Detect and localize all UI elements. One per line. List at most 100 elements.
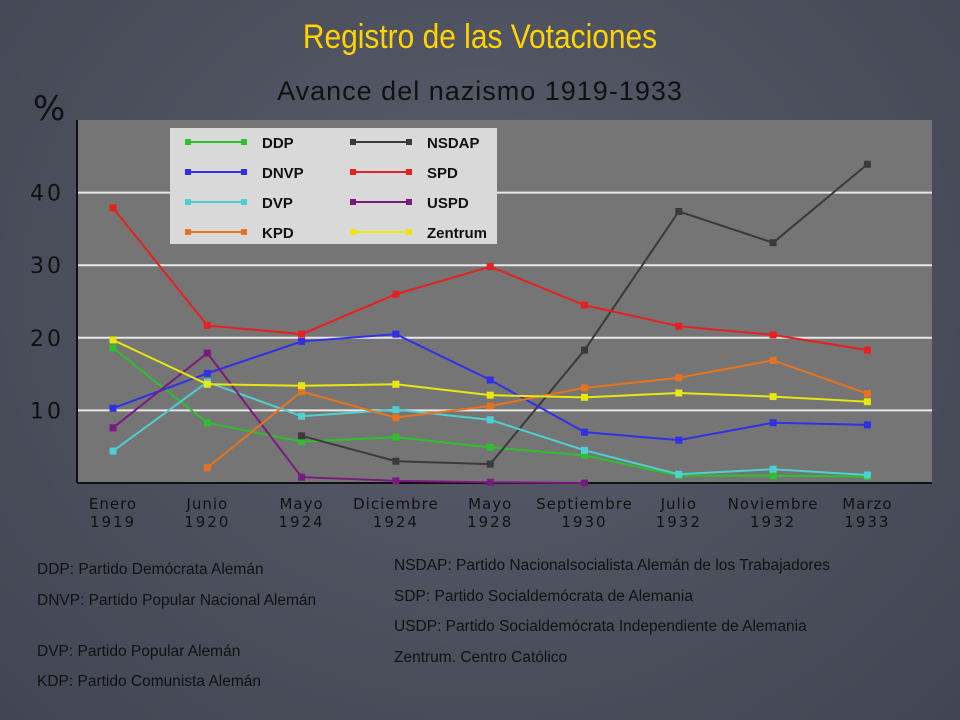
- x-tick-label: 1920: [184, 513, 230, 531]
- legend-swatch: [241, 229, 247, 235]
- data-point-kpd: [769, 356, 777, 364]
- data-point-nsdap: [392, 457, 400, 465]
- data-point-ddp: [581, 451, 588, 459]
- data-point-dnvp: [109, 404, 117, 412]
- y-tick-label: 30: [30, 254, 64, 279]
- glossary-ddp: DDP: Partido Demócrata Alemán: [37, 561, 264, 578]
- legend-swatch: [350, 229, 356, 235]
- x-tick-label: 1924: [373, 513, 419, 531]
- glossary-dnvp: DNVP: Partido Popular Nacional Alemán: [37, 592, 317, 609]
- data-point-spd: [109, 204, 117, 212]
- data-point-spd: [392, 290, 400, 298]
- y-axis-label: %: [33, 89, 65, 129]
- data-point-uspd: [486, 478, 494, 486]
- data-point-nsdap: [581, 346, 588, 354]
- legend-swatch: [350, 139, 356, 145]
- data-point-ddp: [392, 433, 400, 441]
- y-tick-label: 10: [30, 399, 64, 424]
- glossary-zentrum: Zentrum. Centro Católico: [394, 649, 568, 666]
- legend-label: Zentrum: [427, 225, 487, 242]
- data-point-zentrum: [769, 393, 777, 401]
- data-point-dvp: [392, 406, 400, 414]
- data-point-dvp: [675, 470, 683, 478]
- data-point-kpd: [675, 374, 683, 382]
- x-tick-label: Mayo: [279, 495, 323, 513]
- data-point-uspd: [298, 473, 306, 481]
- legend-swatch: [406, 199, 412, 205]
- glossary-kdp: KDP: Partido Comunista Alemán: [37, 673, 261, 690]
- data-point-uspd: [392, 477, 400, 485]
- data-point-dnvp: [203, 369, 211, 377]
- data-point-dvp: [109, 447, 117, 455]
- data-point-uspd: [203, 349, 211, 357]
- data-point-dnvp: [581, 428, 588, 436]
- x-tick-label: 1928: [467, 513, 513, 531]
- data-point-ddp: [298, 438, 306, 446]
- data-point-spd: [486, 263, 494, 271]
- data-point-uspd: [109, 424, 117, 432]
- legend-label: KPD: [262, 225, 294, 242]
- data-point-nsdap: [863, 160, 871, 168]
- data-point-ddp: [486, 443, 494, 451]
- legend-label: NSDAP: [427, 135, 480, 152]
- data-point-dvp: [298, 412, 306, 420]
- data-point-nsdap: [298, 432, 306, 440]
- data-point-zentrum: [298, 382, 306, 390]
- glossary-nsdap: NSDAP: Partido Nacionalsocialista Alemán…: [394, 557, 830, 574]
- data-point-dvp: [486, 416, 494, 424]
- legend-swatch: [350, 199, 356, 205]
- legend-swatch: [241, 199, 247, 205]
- data-point-kpd: [298, 388, 306, 396]
- chart-title-text: Avance del nazismo 1919-1933: [277, 76, 683, 106]
- data-point-ddp: [109, 344, 117, 352]
- data-point-uspd: [581, 479, 588, 487]
- data-point-nsdap: [486, 460, 494, 468]
- data-point-dvp: [863, 471, 871, 479]
- data-point-spd: [203, 321, 211, 329]
- data-point-dvp: [769, 465, 777, 473]
- x-tick-label: 1930: [561, 513, 607, 531]
- data-point-dnvp: [863, 421, 871, 429]
- data-point-zentrum: [486, 391, 494, 399]
- data-point-dnvp: [486, 376, 494, 384]
- x-tick-label: 1933: [844, 513, 890, 531]
- x-tick-label: Mayo: [468, 495, 512, 513]
- data-point-nsdap: [675, 207, 683, 215]
- x-tick-label: 1924: [279, 513, 325, 531]
- y-tick-label: 20: [30, 327, 64, 352]
- legend-label: DDP: [262, 135, 294, 152]
- legend-swatch: [241, 139, 247, 145]
- data-point-dnvp: [675, 436, 683, 444]
- legend-label: DVP: [262, 195, 293, 212]
- data-point-spd: [769, 331, 777, 339]
- legend-swatch: [406, 169, 412, 175]
- data-point-dnvp: [298, 337, 306, 345]
- legend-label: USPD: [427, 195, 469, 212]
- legend-box: [170, 128, 497, 244]
- data-point-kpd: [581, 384, 588, 392]
- data-point-kpd: [392, 414, 400, 422]
- legend-swatch: [406, 139, 412, 145]
- data-point-zentrum: [109, 336, 117, 344]
- legend-swatch: [350, 169, 356, 175]
- glossary-sdp: SDP: Partido Socialdemócrata de Alemania: [394, 588, 693, 605]
- legend-swatch: [185, 139, 191, 145]
- x-tick-label: 1919: [90, 513, 136, 531]
- data-point-kpd: [203, 464, 211, 472]
- data-point-zentrum: [863, 398, 871, 406]
- x-tick-label: Junio: [185, 495, 228, 513]
- chart-title: Avance del nazismo 1919-1933: [0, 76, 960, 107]
- x-tick-label: Diciembre: [353, 495, 439, 513]
- data-point-spd: [675, 322, 683, 330]
- data-point-spd: [581, 301, 588, 309]
- y-tick-label: 40: [30, 182, 64, 207]
- data-point-spd: [298, 330, 306, 338]
- legend-swatch: [185, 229, 191, 235]
- data-point-zentrum: [392, 380, 400, 388]
- data-point-dvp: [581, 446, 588, 454]
- x-tick-label: Enero: [89, 495, 137, 513]
- x-tick-label: Julio: [660, 495, 697, 513]
- x-tick-label: 1932: [656, 513, 702, 531]
- data-point-nsdap: [769, 239, 777, 247]
